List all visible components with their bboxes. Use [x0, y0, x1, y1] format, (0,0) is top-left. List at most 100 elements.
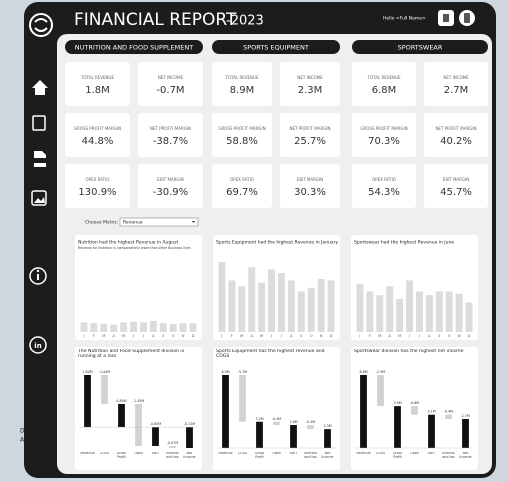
waterfall-value: 2.8M — [289, 420, 297, 424]
waterfall-category: Opex — [134, 452, 143, 455]
month-label: J — [82, 334, 84, 338]
waterfall-value: 3.9M — [393, 401, 401, 405]
kpi-card — [212, 164, 272, 208]
kpi-value: 45.7% — [440, 187, 472, 198]
title-year: -2023 — [226, 14, 264, 29]
month-label: F — [93, 334, 95, 338]
revenue-bar — [465, 302, 473, 332]
kpi-label: GROSS PROFIT MARGIN — [74, 126, 121, 131]
waterfall-category: Revenue — [80, 452, 95, 455]
revenue-bar — [130, 321, 138, 332]
kpi-card — [138, 113, 203, 157]
image-icon[interactable] — [31, 190, 47, 206]
kpi-card — [65, 62, 130, 106]
revenue-bar — [189, 323, 197, 332]
report-icon[interactable] — [32, 115, 46, 131]
kpi-value: 54.3% — [368, 187, 400, 198]
kpi-label: GROSS PROFIT MARGIN — [360, 126, 407, 131]
waterfall-category-box: Revenue — [218, 452, 233, 455]
kpi-label: EBIT MARGIN — [157, 177, 183, 182]
waterfall-title-box: Sportswear division has the highest net … — [354, 349, 463, 354]
month-label: D — [192, 334, 195, 338]
kpi-card — [424, 62, 488, 106]
kpi-card — [65, 113, 130, 157]
metric-label: Choose Metric: — [85, 220, 119, 226]
waterfall-category: Revenue — [356, 452, 371, 455]
month-label: J — [132, 334, 134, 338]
revenue-bar — [317, 278, 325, 332]
kpi-card — [352, 62, 416, 106]
section-pill — [212, 40, 340, 54]
month-label: O — [448, 334, 451, 338]
kpi-card — [138, 62, 203, 106]
month-label: O — [172, 334, 175, 338]
revenue-bar — [376, 295, 384, 332]
home-icon[interactable] — [32, 80, 48, 95]
kpi-value: 2.3M — [298, 85, 323, 96]
revenue-bar — [218, 262, 226, 332]
revenue-bar — [415, 291, 423, 332]
kpi-card — [424, 113, 488, 157]
month-label: J — [270, 334, 272, 338]
waterfall-category-box: Gross Profit — [393, 452, 402, 459]
waterfall-value: 3.1M — [427, 410, 435, 414]
waterfall-category-box: COGS — [376, 452, 386, 455]
waterfall-bar — [152, 427, 159, 446]
month-label: J — [418, 334, 420, 338]
revenue-bar — [297, 291, 305, 332]
waterfall-category-box: Opex — [134, 452, 143, 455]
month-label: M — [122, 334, 125, 338]
chart-panel — [75, 235, 202, 340]
revenue-bar — [139, 322, 147, 332]
waterfall-value: -5.7M — [238, 370, 247, 374]
share-glyph — [464, 13, 470, 23]
revenue-bar — [159, 323, 167, 332]
kpi-value: 8.9M — [230, 85, 255, 96]
month-label: M — [102, 334, 105, 338]
waterfall-title-box: The Nutrition and Food Supplement divisi… — [78, 349, 184, 359]
kpi-value: 30.3% — [294, 187, 326, 198]
month-label: A — [251, 334, 254, 338]
metric-dropdown[interactable] — [119, 217, 199, 227]
month-label: M — [378, 334, 381, 338]
month-label: O — [310, 334, 313, 338]
greeting: Hello <Full Name> — [383, 16, 426, 22]
kpi-value: 70.3% — [368, 136, 400, 147]
waterfall-category: Interest and tax — [442, 452, 455, 459]
month-label: D — [330, 334, 333, 338]
kpi-label: EBIT MARGIN — [443, 177, 469, 182]
month-label: J — [358, 334, 360, 338]
info-icon[interactable] — [29, 267, 47, 285]
waterfall-value: -0.4M — [272, 417, 281, 421]
waterfall-category: Interest and tax — [304, 452, 317, 459]
pdf-band — [33, 158, 46, 163]
linkedin-icon[interactable] — [29, 336, 47, 354]
waterfall-category: EBIT — [427, 452, 436, 455]
waterfall-category: Opex — [272, 452, 281, 455]
kpi-value: 58.8% — [226, 136, 258, 147]
credit-label: Design: — [20, 428, 43, 435]
waterfall-category-box: Net Income — [459, 452, 471, 459]
kpi-value: -0.7M — [156, 85, 184, 96]
waterfall-value: 2.7M — [461, 414, 469, 418]
waterfall-category: COGS — [237, 452, 248, 455]
waterfall-value: -0.8M — [410, 401, 419, 405]
section-name: SPORTS EQUIPMENT — [243, 44, 309, 52]
section-pill — [352, 40, 488, 54]
waterfall-category: Net Income — [321, 452, 334, 459]
waterfall-category: Revenue — [218, 452, 233, 455]
kpi-value: 25.7% — [294, 136, 326, 147]
kpi-label: NET PROFIT MARGIN — [150, 126, 191, 131]
waterfall-value: -0.5M — [306, 420, 315, 424]
kpi-value: 44.8% — [82, 136, 114, 147]
revenue-bar — [435, 291, 443, 332]
revenue-bar — [425, 295, 433, 332]
month-label: A — [428, 334, 431, 338]
waterfall-bar — [411, 406, 418, 415]
waterfall-value: 1.80M — [82, 370, 92, 374]
kpi-card — [212, 62, 272, 106]
waterfall-bar — [307, 425, 314, 430]
month-label: N — [320, 334, 323, 338]
kpi-label: NET PROFIT MARGIN — [289, 126, 330, 131]
